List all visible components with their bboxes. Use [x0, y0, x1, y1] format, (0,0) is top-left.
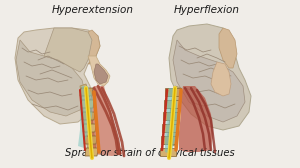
Text: Hyperextension: Hyperextension: [52, 5, 134, 15]
Polygon shape: [85, 148, 98, 156]
Polygon shape: [179, 86, 213, 152]
Polygon shape: [219, 28, 237, 68]
Polygon shape: [83, 124, 96, 132]
Polygon shape: [161, 136, 177, 144]
Polygon shape: [78, 86, 94, 148]
Polygon shape: [16, 40, 86, 116]
Polygon shape: [160, 148, 176, 156]
Polygon shape: [94, 64, 108, 84]
Polygon shape: [169, 24, 251, 130]
Polygon shape: [211, 62, 231, 96]
Polygon shape: [44, 28, 92, 72]
Polygon shape: [88, 56, 110, 86]
Polygon shape: [165, 88, 181, 96]
Text: Hyperflexion: Hyperflexion: [174, 5, 240, 15]
Polygon shape: [86, 30, 100, 64]
Polygon shape: [162, 124, 178, 132]
Polygon shape: [90, 86, 122, 156]
Polygon shape: [15, 28, 100, 124]
Polygon shape: [80, 88, 93, 96]
Polygon shape: [84, 136, 97, 144]
Polygon shape: [173, 40, 245, 122]
Polygon shape: [163, 112, 179, 120]
Text: Sprain or strain of cervical tissues: Sprain or strain of cervical tissues: [65, 148, 235, 158]
Polygon shape: [164, 100, 180, 108]
Polygon shape: [80, 84, 96, 154]
Polygon shape: [167, 86, 181, 146]
Polygon shape: [82, 112, 95, 120]
Polygon shape: [165, 88, 177, 154]
Polygon shape: [81, 100, 94, 108]
